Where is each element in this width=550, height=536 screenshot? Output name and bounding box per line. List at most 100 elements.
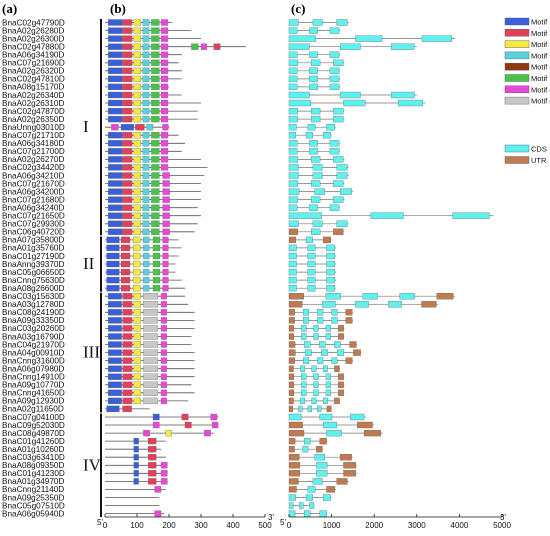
- gene-label: BnaA02g26350D: [2, 115, 64, 124]
- gene-label: BnaA06g07980D: [2, 364, 64, 373]
- gene-label: BnaCnng75630D: [2, 276, 65, 285]
- motif-block: [108, 333, 122, 340]
- cds-block: [300, 365, 306, 372]
- motif-block: [142, 107, 150, 115]
- motif-block: [151, 19, 160, 26]
- motif-block: [154, 510, 162, 517]
- cds-block: [288, 244, 297, 252]
- motif-block: [108, 27, 123, 34]
- cds-block: [337, 349, 344, 356]
- utr-block: [288, 325, 295, 332]
- motif-block: [142, 188, 150, 195]
- motif-block: [120, 285, 131, 292]
- cds-block: [331, 317, 338, 324]
- utr-block: [326, 405, 332, 413]
- motif-block: [133, 35, 141, 42]
- motif-block: [108, 148, 123, 155]
- motif-block: [108, 59, 123, 66]
- motif-block: [143, 293, 158, 300]
- motif-legend-label: Motif 1: [531, 18, 550, 27]
- motif-block: [108, 381, 122, 388]
- motif-block: [160, 349, 167, 356]
- motif-block: [122, 365, 133, 372]
- cds-block: [317, 309, 324, 316]
- motif-block: [133, 381, 141, 388]
- motif-block: [142, 67, 150, 74]
- gene-label: BnaA09g10770D: [2, 381, 64, 390]
- motif-block: [162, 268, 169, 276]
- cds-block: [303, 317, 310, 324]
- motif-block: [122, 341, 133, 348]
- cds-block: [316, 470, 328, 477]
- cds-block: [313, 333, 319, 340]
- motif-legend-swatch: [504, 96, 530, 105]
- cds-block: [307, 268, 316, 276]
- motif-block: [108, 83, 123, 91]
- motif-block: [106, 236, 120, 244]
- motif-block: [133, 140, 141, 147]
- gene-label: BnaC08g49870D: [2, 429, 65, 438]
- cds-block: [309, 140, 318, 147]
- utr-block: [353, 349, 361, 356]
- cds-block: [391, 91, 415, 99]
- motif-block: [142, 27, 150, 34]
- cds-block: [288, 43, 310, 50]
- utr-block: [326, 486, 336, 493]
- motif-legend-swatch: [504, 40, 530, 48]
- motif-block: [160, 397, 167, 405]
- motif-block: [142, 115, 150, 123]
- motif-block: [133, 301, 141, 308]
- cds-block: [288, 212, 322, 219]
- motif-block: [152, 244, 161, 252]
- cds-block: [288, 99, 311, 107]
- motif-block: [160, 132, 169, 139]
- motif-block: [133, 478, 139, 485]
- motif-block: [108, 19, 123, 26]
- motif-block: [133, 437, 139, 445]
- motif-block: [160, 156, 169, 163]
- motif-block: [108, 115, 123, 123]
- utr-block: [288, 421, 303, 429]
- motif-block: [122, 59, 133, 66]
- cds-block: [288, 204, 298, 211]
- cds-block: [329, 67, 340, 74]
- motif-block: [152, 413, 160, 421]
- gene-label: BnaA01g10260D: [2, 445, 64, 454]
- utr-block: [288, 486, 297, 493]
- motif-block: [142, 228, 150, 235]
- utr-block: [345, 309, 353, 316]
- motif-block: [142, 156, 150, 163]
- utr-block: [288, 470, 301, 477]
- cds-block: [313, 373, 319, 380]
- motif-block: [133, 148, 141, 155]
- motif-block: [160, 19, 169, 26]
- motif-block: [160, 51, 169, 58]
- cds-block: [331, 357, 338, 364]
- motif-legend-label: Motif 2: [531, 40, 550, 49]
- motif-block: [108, 204, 123, 211]
- gene-label-column: BnaC02g47790DBnaA02g26280DBnaA02g26300DB…: [2, 18, 65, 518]
- motif-block: [143, 268, 150, 276]
- gene-axis-tick-label: 3000: [408, 521, 426, 530]
- motif-block: [122, 357, 133, 364]
- cds-block: [301, 389, 307, 396]
- gene-label: BnaC07g21710D: [2, 131, 65, 140]
- utr-block: [357, 421, 373, 429]
- gene-label: BnaA03g16790D: [2, 332, 64, 341]
- motif-block: [133, 470, 139, 477]
- cds-block: [288, 59, 299, 66]
- cds-block: [325, 293, 341, 300]
- motif-block: [160, 67, 169, 74]
- cds-block: [355, 301, 369, 308]
- gene-label: BnaA02g26340D: [2, 91, 64, 100]
- cds-block: [309, 204, 318, 211]
- motif-axis-5prime: 5': [97, 518, 103, 527]
- motif-block: [133, 115, 141, 123]
- motif-block: [133, 27, 141, 34]
- motif-block: [143, 325, 158, 332]
- cds-block: [370, 212, 404, 219]
- gene-label: BnaCnng41650D: [2, 389, 65, 398]
- utr-block: [288, 397, 294, 405]
- motif-block: [143, 389, 158, 396]
- motif-block: [162, 244, 169, 252]
